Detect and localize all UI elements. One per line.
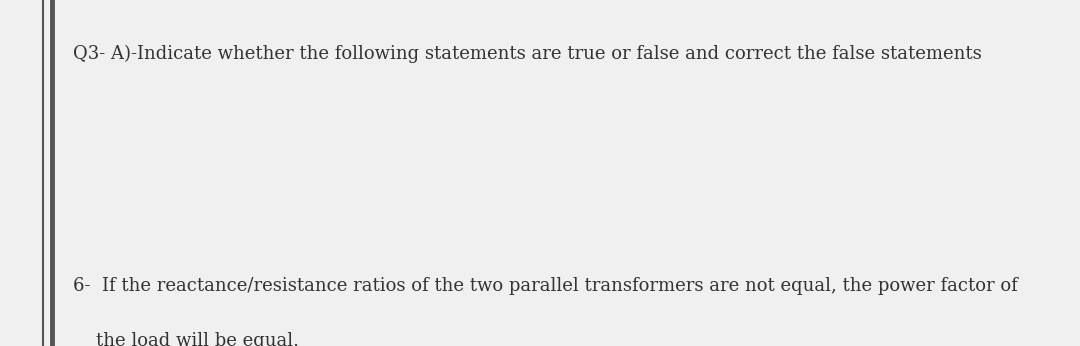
Text: the load will be equal.: the load will be equal. (73, 332, 299, 346)
Text: Q3- A)-Indicate whether the following statements are true or false and correct t: Q3- A)-Indicate whether the following st… (73, 45, 982, 63)
Text: 6-  If the reactance/resistance ratios of the two parallel transformers are not : 6- If the reactance/resistance ratios of… (73, 277, 1018, 295)
